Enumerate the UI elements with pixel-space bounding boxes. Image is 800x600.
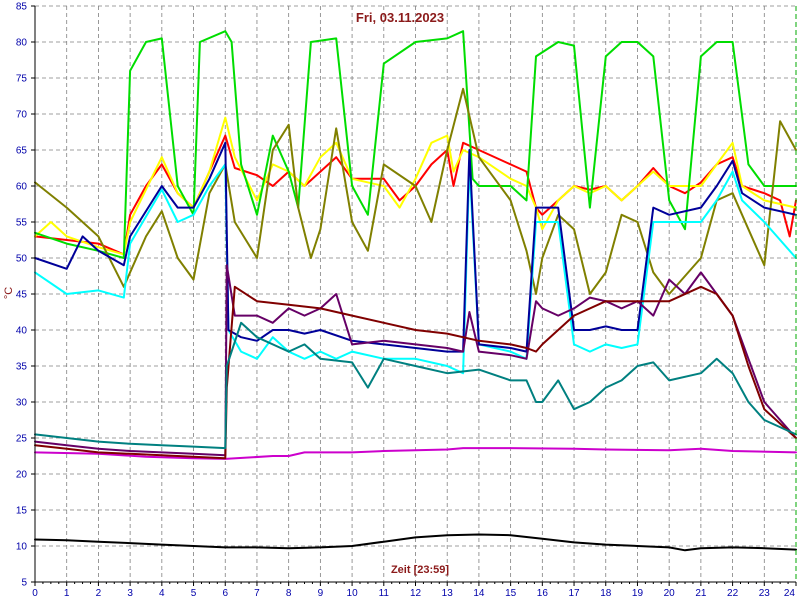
y-tick-label: 45 — [16, 290, 28, 301]
series-line-8 — [34, 141, 797, 353]
x-tick-label: 15 — [505, 588, 517, 599]
series-line-5 — [34, 30, 797, 259]
x-tick-label: 11 — [379, 588, 390, 599]
series-line-11 — [34, 321, 797, 450]
x-tick-label: 18 — [600, 588, 612, 599]
y-tick-label: 55 — [16, 218, 28, 229]
chart-title: Fri, 03.11.2023 — [356, 10, 444, 25]
series-line-1 — [34, 533, 797, 552]
x-tick-label: 1 — [64, 588, 70, 599]
series-layer — [34, 30, 797, 552]
x-tick-label: 23 — [759, 588, 771, 599]
y-tick-label: 15 — [16, 506, 28, 517]
x-tick-label: 7 — [254, 588, 260, 599]
series-line-10 — [34, 285, 797, 460]
y-tick-label: 60 — [16, 182, 28, 193]
x-tick-label: 10 — [347, 588, 359, 599]
x-axis-label: Zeit [23:59] — [391, 564, 449, 576]
x-tick-label: 17 — [568, 588, 580, 599]
x-tick-label: 24 — [784, 588, 796, 599]
x-tick-label: 3 — [127, 588, 133, 599]
y-axis-label: °C — [3, 287, 15, 299]
y-tick-label: 85 — [16, 2, 28, 13]
x-tick-label: 6 — [222, 588, 228, 599]
y-tick-label: 80 — [16, 38, 28, 49]
x-tick-label: 9 — [318, 588, 324, 599]
x-tick-label: 13 — [442, 588, 454, 599]
series-line-2 — [34, 447, 797, 460]
series-line-9 — [34, 264, 797, 457]
y-tick-label: 75 — [16, 74, 28, 85]
x-tick-label: 8 — [286, 588, 292, 599]
y-tick-label: 50 — [16, 254, 28, 265]
y-tick-label: 10 — [16, 542, 28, 553]
x-tick-label: 12 — [410, 588, 422, 599]
x-tick-label: 22 — [727, 588, 739, 599]
x-tick-label: 14 — [473, 588, 485, 599]
x-tick-label: 21 — [695, 588, 707, 599]
y-tick-label: 70 — [16, 110, 28, 121]
series-line-4 — [34, 116, 797, 256]
series-line-6 — [34, 87, 797, 295]
x-tick-label: 5 — [191, 588, 197, 599]
series-line-7 — [34, 163, 797, 375]
y-tick-label: 5 — [21, 578, 27, 589]
y-tick-label: 35 — [16, 362, 28, 373]
x-tick-label: 2 — [96, 588, 102, 599]
y-tick-label: 65 — [16, 146, 28, 157]
x-tick-label: 19 — [632, 588, 644, 599]
x-tick-label: 16 — [537, 588, 549, 599]
x-tick-label: 4 — [159, 588, 165, 599]
y-tick-label: 40 — [16, 326, 28, 337]
x-tick-label: 0 — [32, 588, 38, 599]
y-tick-label: 25 — [16, 434, 28, 445]
x-tick-label: 20 — [664, 588, 676, 599]
y-tick-label: 30 — [16, 398, 28, 409]
y-tick-label: 20 — [16, 470, 28, 481]
